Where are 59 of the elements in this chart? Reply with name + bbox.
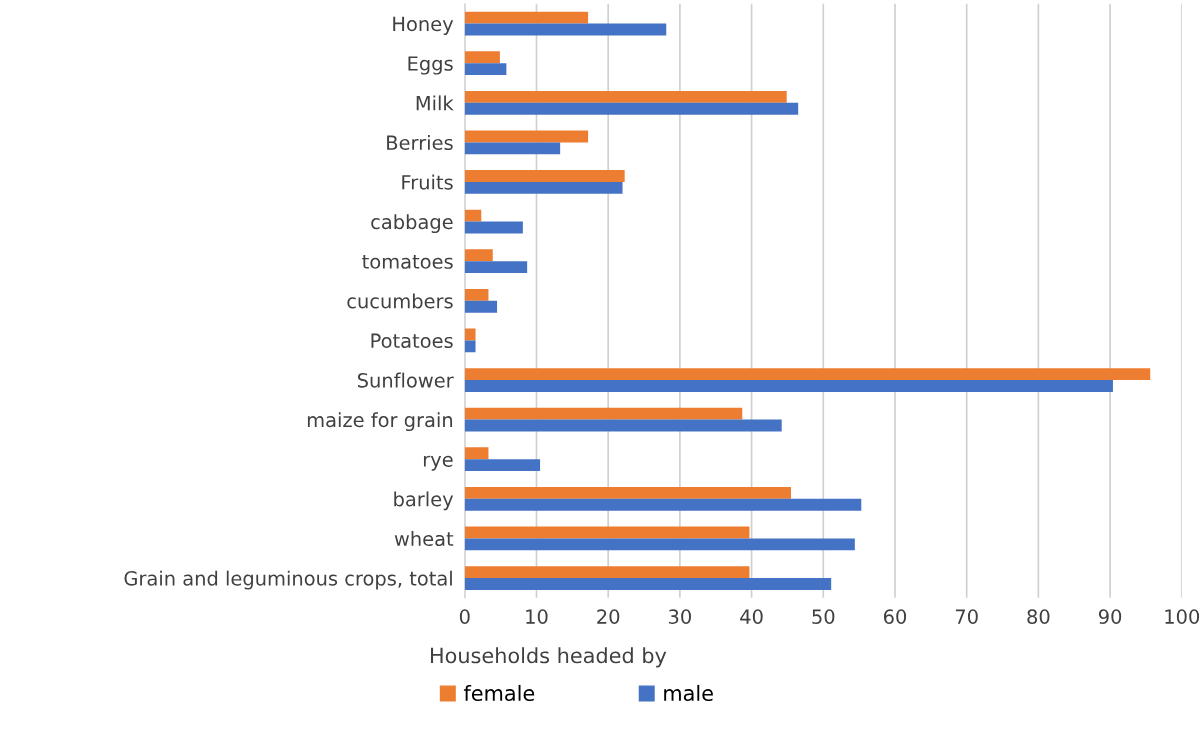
bar	[464, 447, 489, 460]
bar	[464, 51, 500, 64]
x-tick-label: 10	[526, 609, 548, 624]
bar	[464, 209, 482, 222]
bar	[464, 249, 493, 262]
x-tick-label: 60	[883, 609, 907, 624]
bar	[464, 419, 782, 432]
bar	[464, 102, 799, 115]
y-tick-label: Potatoes	[371, 333, 453, 349]
y-tick-label: rye	[423, 455, 453, 471]
bar	[464, 288, 489, 301]
bar	[464, 221, 523, 234]
bar	[464, 142, 561, 155]
y-tick-label: maize for grain	[307, 412, 453, 432]
bar	[464, 498, 862, 511]
bar	[464, 486, 792, 499]
x-tick-label: 0	[459, 609, 470, 624]
x-tick-label: 30	[669, 609, 691, 624]
bar	[464, 130, 589, 143]
x-axis-title: Households headed by	[430, 647, 667, 668]
y-tick-label: cabbage	[371, 214, 453, 234]
bar	[464, 578, 832, 590]
legend-label: female	[463, 684, 535, 702]
bar	[464, 170, 625, 182]
y-tick-label: cucumbers	[347, 293, 453, 309]
bar	[464, 566, 750, 579]
y-tick-label: Honey	[393, 16, 454, 35]
y-tick-label: Milk	[416, 95, 454, 111]
bar	[464, 407, 743, 420]
y-tick-label: Berries	[387, 134, 453, 151]
x-tick-label: 40	[740, 609, 763, 624]
x-tick-label: 80	[1027, 609, 1050, 624]
bar	[464, 63, 507, 76]
bar	[464, 11, 589, 24]
bar	[464, 538, 855, 551]
bar	[464, 380, 1113, 392]
bar	[464, 459, 541, 472]
bar	[464, 90, 787, 103]
y-tick-label: Eggs	[408, 56, 453, 75]
legend-label: male	[664, 684, 713, 702]
bar	[464, 261, 528, 274]
y-tick-label: Grain and leguminous crops, total	[124, 570, 452, 590]
bar	[464, 23, 667, 36]
bar	[464, 368, 1151, 381]
x-tick-label: 70	[955, 609, 978, 624]
bar	[464, 340, 476, 353]
x-tick-label: 90	[1098, 609, 1122, 624]
bar	[464, 181, 623, 194]
bar	[464, 300, 498, 313]
y-tick-label: tomatoes	[362, 254, 453, 269]
x-tick-label: 50	[812, 609, 835, 624]
bar	[464, 526, 750, 539]
y-tick-label: Sunflower	[357, 372, 454, 388]
x-tick-label: 100	[1165, 609, 1200, 624]
x-tick-label: 20	[597, 609, 620, 624]
y-tick-label: barley	[394, 491, 454, 511]
y-tick-label: Fruits	[402, 174, 453, 190]
bar	[464, 328, 476, 341]
y-tick-label: wheat	[394, 531, 454, 547]
